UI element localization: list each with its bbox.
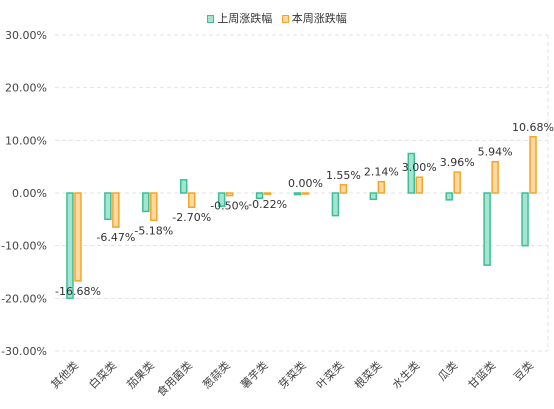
data-label: 2.14% [364, 166, 399, 179]
bar-last-week[interactable] [179, 179, 188, 194]
bar-last-week[interactable] [331, 192, 340, 217]
bar-last-week[interactable] [521, 192, 529, 247]
x-tick-label: 甘蓝类 [465, 358, 498, 391]
data-label: 1.55% [326, 169, 361, 182]
y-tick-label: 10.00% [5, 134, 47, 147]
bar-last-week[interactable] [104, 192, 112, 221]
x-tick-label: 芽菜类 [275, 358, 308, 391]
bar-this-week[interactable] [263, 192, 272, 195]
data-label: -6.47% [96, 231, 135, 244]
y-tick-label: -20.00% [1, 292, 47, 305]
data-label: 0.00% [288, 177, 323, 190]
bar-this-week[interactable] [74, 192, 82, 282]
bar-this-week[interactable] [491, 160, 499, 194]
bar-last-week[interactable] [407, 152, 416, 194]
y-tick-label: 0.00% [12, 187, 47, 200]
data-label: -0.22% [248, 198, 287, 211]
y-tick-label: -30.00% [1, 345, 47, 358]
data-label: 3.00% [402, 161, 437, 174]
x-tick-label: 水生类 [389, 358, 422, 391]
x-tick-label: 其他类 [48, 358, 81, 391]
x-tick-label: 葱蒜类 [200, 358, 233, 391]
x-tick-label: 薯芋类 [237, 358, 270, 391]
bar-this-week[interactable] [453, 171, 461, 194]
x-tick-label: 根菜类 [351, 358, 384, 391]
x-tick-label: 瓜类 [435, 358, 460, 383]
x-tick-label: 茄果类 [124, 358, 157, 391]
bar-this-week[interactable] [150, 192, 158, 222]
bar-last-week[interactable] [293, 192, 302, 196]
bar-this-week[interactable] [112, 192, 120, 228]
data-label: -5.18% [134, 224, 173, 237]
bar-this-week[interactable] [225, 192, 234, 197]
bar-series [66, 136, 537, 300]
data-label: -16.68% [55, 285, 101, 298]
y-tick-label: 20.00% [5, 82, 47, 95]
data-label: 10.68% [512, 121, 554, 134]
x-tick-label: 豆类 [511, 358, 536, 383]
data-label: 3.96% [440, 156, 475, 169]
legend-swatch-last-week [207, 15, 215, 23]
bar-last-week[interactable] [369, 192, 378, 201]
legend-label-this-week: 本周涨跌幅 [291, 12, 347, 25]
grid-lines [55, 34, 549, 352]
bar-last-week[interactable] [66, 192, 74, 300]
data-labels: -16.68% -6.47%-5.18%-2.70%-0.50% -0.22%0.0… [55, 121, 554, 298]
data-label: 5.94% [478, 146, 513, 159]
legend-label-last-week: 上周涨跌幅 [217, 12, 273, 25]
legend: 上周涨跌幅 本周涨跌幅 [0, 10, 554, 26]
bar-this-week[interactable] [187, 192, 196, 208]
legend-item-last-week[interactable]: 上周涨跌幅 [207, 10, 272, 26]
x-tick-label: 叶菜类 [313, 358, 346, 391]
bar-last-week[interactable] [445, 192, 453, 201]
bar-this-week[interactable] [415, 176, 424, 194]
bar-last-week[interactable] [483, 192, 491, 266]
bar-last-week[interactable] [217, 192, 226, 207]
data-label: -0.50% [210, 200, 249, 213]
legend-swatch-this-week [281, 15, 289, 23]
x-tick-label: 食用菌类 [154, 358, 195, 399]
bar-last-week[interactable] [142, 192, 150, 213]
data-label: -2.70% [172, 211, 211, 224]
bar-this-week[interactable] [339, 184, 348, 194]
legend-item-this-week[interactable]: 本周涨跌幅 [281, 10, 347, 26]
y-axis-tick-labels: 30.00% 20.00% 10.00% 0.00% -10.00% -20.00% -30… [1, 29, 47, 358]
x-tick-label: 白菜类 [86, 358, 119, 391]
y-tick-label: -10.00% [1, 240, 47, 253]
bar-last-week[interactable] [255, 192, 264, 200]
bar-this-week[interactable] [529, 136, 537, 194]
bar-this-week[interactable] [377, 180, 386, 194]
bar-this-week[interactable] [301, 192, 310, 195]
y-tick-label: 30.00% [5, 29, 47, 42]
